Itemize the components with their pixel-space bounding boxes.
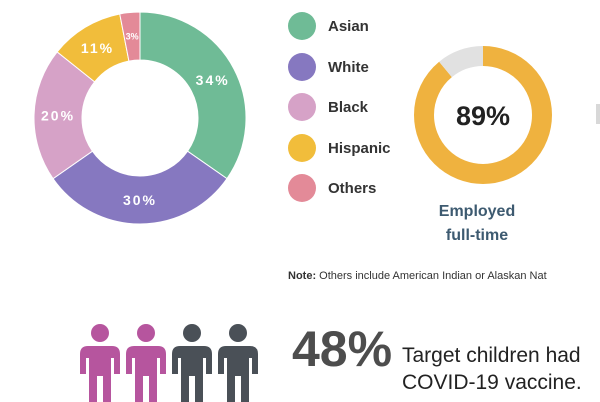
slice-label-white: 30% [123, 192, 157, 208]
employment-caption-line1: Employed [438, 203, 516, 220]
slice-label-asian: 34% [196, 72, 230, 88]
ring-center-label: 89% [456, 101, 510, 131]
note-text: Others include American Indian or Alaska… [319, 270, 547, 282]
person-icon [126, 324, 166, 402]
legend-swatch-others [288, 174, 316, 202]
slice-label-others: 3% [126, 31, 139, 41]
legend-label-others: Others [328, 180, 377, 197]
slice-label-hispanic: 11% [81, 40, 114, 56]
person-icon [172, 324, 212, 402]
legend-swatch-black [288, 93, 316, 121]
ethnicity-note: Note: Others include American Indian or … [288, 270, 547, 282]
people-pictogram [80, 324, 258, 402]
legend-swatch-white [288, 52, 316, 81]
employment-caption: Employed full-time [418, 200, 536, 248]
slice-label-black: 20% [41, 107, 75, 123]
legend-label-asian: Asian [328, 18, 369, 35]
slice-white [52, 150, 228, 225]
vaccine-percentage: 48% [292, 321, 393, 377]
slice-asian [139, 11, 247, 180]
vaccine-statement-line1: Target children had [402, 344, 581, 367]
cropped-edge-mark [596, 104, 600, 124]
legend-swatch-asian [288, 12, 316, 40]
ring-segment-other [414, 46, 552, 184]
legend-swatch-hispanic [288, 133, 316, 162]
person-icon [218, 324, 258, 402]
legend-label-black: Black [328, 99, 369, 116]
slice-others [119, 11, 141, 62]
ethnicity-donut-chart: 34% 30% 20% 11% 3% [33, 11, 247, 225]
vaccine-statement: Target children had COVID-19 vaccine. [402, 342, 582, 396]
employment-caption-line2: full-time [445, 227, 509, 244]
employment-ring-chart: 89% [414, 46, 552, 184]
legend-label-white: White [328, 58, 369, 76]
vaccine-statement-line2: COVID-19 vaccine. [402, 371, 582, 394]
note-label: Note: [288, 270, 317, 282]
legend-label-hispanic: Hispanic [328, 139, 391, 157]
person-icon [80, 324, 120, 402]
